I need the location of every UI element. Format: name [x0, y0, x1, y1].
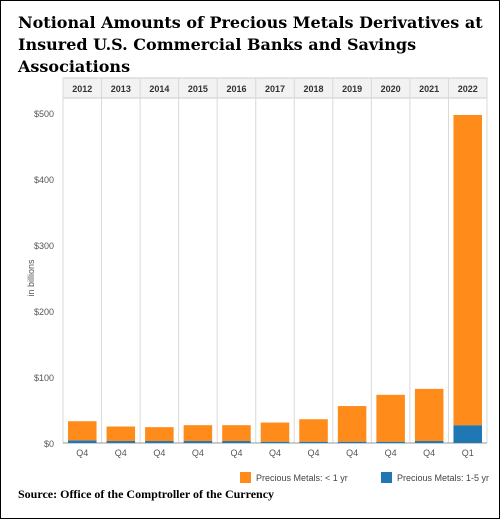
- x-quarter-label: Q4: [76, 448, 88, 458]
- bar-segment: [145, 441, 174, 443]
- bar-segment: [414, 441, 444, 443]
- x-quarter-label: Q4: [153, 448, 165, 458]
- x-category-label: 2013: [111, 84, 131, 94]
- bar-segment: [68, 421, 97, 441]
- x-quarter-label: Q4: [346, 448, 358, 458]
- bar-segment: [299, 441, 328, 443]
- bar-segment: [106, 426, 136, 442]
- y-tick-label: $200: [34, 307, 54, 317]
- y-tick-label: $400: [34, 175, 54, 185]
- x-category-label: 2016: [226, 84, 246, 94]
- x-category-label: 2019: [342, 84, 362, 94]
- bar-segment: [453, 114, 482, 426]
- bar-segment: [299, 419, 328, 442]
- x-category-label: 2014: [149, 84, 169, 94]
- legend-label: Precious Metals: < 1 yr: [256, 473, 348, 483]
- bar-segment: [260, 441, 290, 443]
- bar-segment: [106, 441, 136, 443]
- y-tick-label: $0: [44, 439, 54, 449]
- x-quarter-label: Q4: [269, 448, 281, 458]
- x-quarter-label: Q4: [308, 448, 320, 458]
- bar-segment: [145, 427, 174, 442]
- source-note: Source: Office of the Comptroller of the…: [18, 487, 275, 501]
- x-category-label: 2017: [265, 84, 285, 94]
- x-quarter-label: Q1: [462, 448, 474, 458]
- bar-segment: [222, 425, 251, 442]
- bar-segment: [453, 425, 482, 443]
- bar-segment: [337, 441, 367, 443]
- bar-segment: [260, 422, 290, 442]
- bar-segment: [222, 441, 251, 443]
- legend-label: Precious Metals: 1-5 yr: [397, 473, 489, 483]
- x-category-label: 2022: [458, 84, 478, 94]
- x-quarter-label: Q4: [192, 448, 204, 458]
- bar-segment: [376, 441, 405, 443]
- y-tick-label: $500: [34, 109, 54, 119]
- bar-segment: [183, 425, 213, 442]
- bar-segment: [68, 440, 97, 443]
- y-tick-label: $100: [34, 373, 54, 383]
- x-category-label: 2012: [72, 84, 92, 94]
- y-tick-label: $300: [34, 241, 54, 251]
- legend-swatch: [381, 472, 392, 483]
- x-quarter-label: Q4: [385, 448, 397, 458]
- bar-segment: [183, 441, 213, 443]
- x-quarter-label: Q4: [115, 448, 127, 458]
- y-axis-label: in billions: [26, 259, 36, 297]
- x-quarter-label: Q4: [230, 448, 242, 458]
- x-category-label: 2018: [304, 84, 324, 94]
- x-quarter-label: Q4: [423, 448, 435, 458]
- legend-swatch: [240, 472, 251, 483]
- chart-title: Notional Amounts of Precious Metals Deri…: [18, 13, 483, 76]
- bar-segment: [376, 394, 405, 442]
- bar-segment: [414, 388, 444, 442]
- x-category-label: 2020: [381, 84, 401, 94]
- bar-segment: [337, 406, 367, 442]
- x-category-label: 2015: [188, 84, 208, 94]
- x-category-label: 2021: [419, 84, 439, 94]
